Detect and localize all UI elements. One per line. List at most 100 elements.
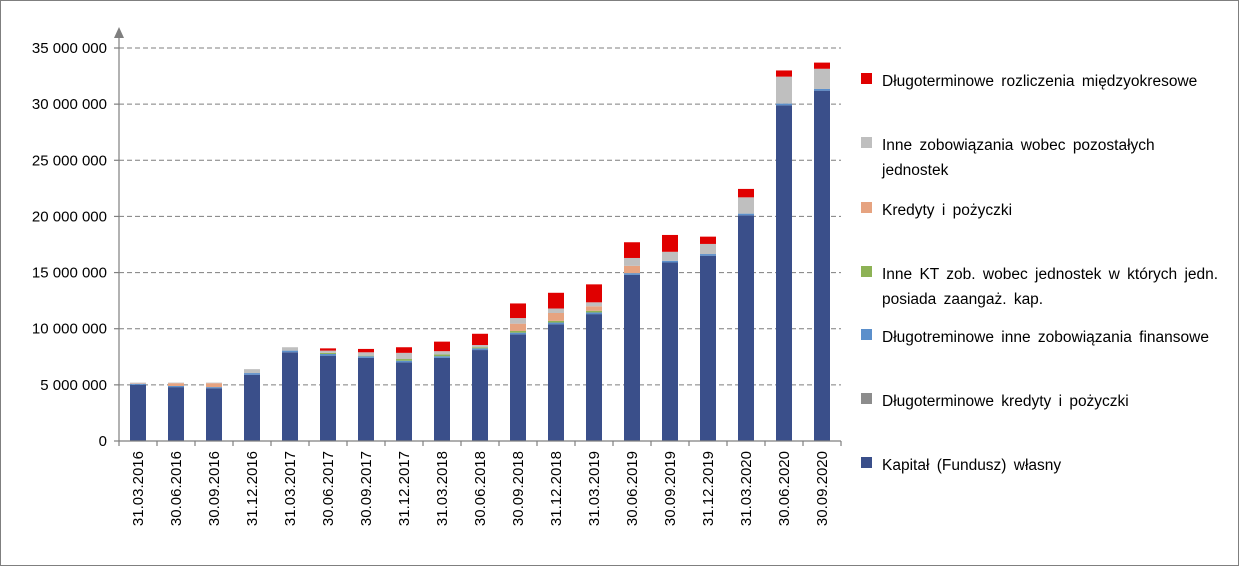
bar-segment [320, 352, 336, 354]
bar-segment [586, 312, 602, 315]
bar-segment [624, 265, 640, 274]
bar-segment [168, 387, 184, 441]
x-tick-label: 31.12.2017 [396, 451, 413, 526]
bar-segment [510, 332, 526, 335]
bar-segment [358, 352, 374, 356]
bar-segment [624, 257, 640, 266]
bar-segment [662, 234, 678, 252]
y-tick-label: 10 000 000 [32, 321, 107, 338]
bar-segment [168, 382, 184, 384]
bar-segment [586, 284, 602, 303]
bar-segment [472, 350, 488, 441]
bar-segment [472, 333, 488, 345]
bar-segment [700, 254, 716, 256]
bar-segment [586, 306, 602, 311]
y-tick-label: 25 000 000 [32, 152, 107, 169]
x-tick-label: 31.12.2019 [700, 451, 717, 526]
x-tick-label: 30.06.2018 [472, 451, 489, 526]
x-tick-label: 30.06.2019 [624, 451, 641, 526]
bar-segment [814, 88, 830, 91]
x-tick-label: 31.12.2016 [244, 451, 261, 526]
x-tick-label: 30.06.2016 [168, 451, 185, 526]
bar-segment [776, 76, 792, 104]
bar-segment [396, 360, 412, 363]
bar-segment [396, 359, 412, 361]
x-tick-label: 31.03.2016 [130, 451, 147, 526]
bar-segment [130, 383, 146, 384]
x-tick-label: 31.03.2019 [586, 451, 603, 526]
bar-segment [282, 347, 298, 351]
legend-label: Inne zobowiązania wobec pozostałych jedn… [882, 137, 1155, 179]
bar-segment [548, 312, 564, 321]
bar-segment [206, 382, 222, 384]
legend-swatch [861, 73, 872, 84]
bar-segment [814, 90, 830, 441]
bar-segment [358, 348, 374, 353]
bar-segment [358, 356, 374, 358]
bar-segment [434, 341, 450, 352]
x-tick-label: 30.09.2017 [358, 451, 375, 526]
bar-segment [434, 357, 450, 441]
bar-segment [624, 273, 640, 275]
bar-segment [700, 243, 716, 255]
legend-item-dlugoterminowe-kredyty: Długoterminowe kredyty i pożyczki [861, 389, 1221, 414]
legend-label: Długoterminowe kredyty i pożyczki [882, 393, 1129, 410]
legend-item-rozliczenia: Długoterminowe rozliczenia międzyokresow… [861, 69, 1221, 94]
bar-segment [434, 354, 450, 357]
x-tick-label: 30.09.2019 [662, 451, 679, 526]
bar-segment [662, 260, 678, 263]
legend-label: Kredyty i pożyczki [882, 202, 1013, 219]
bar-segment [624, 274, 640, 441]
bar-segment [776, 105, 792, 441]
legend-item-inne-finansowe: Długotreminowe inne zobowiązania finanso… [861, 325, 1221, 350]
x-tick-label: 31.12.2018 [548, 451, 565, 526]
bar-segment [586, 314, 602, 441]
bar-segment [472, 344, 488, 348]
bar-segment [244, 369, 260, 374]
bar-segment [320, 353, 336, 356]
legend-item-inne-kt: Inne KT zob. wobec jednostek w których j… [861, 262, 1221, 312]
bar-segment [206, 387, 222, 389]
bar-segment [282, 352, 298, 441]
bar-segment [244, 373, 260, 375]
bar-segment [282, 350, 298, 353]
legend-item-inne-zobowiazania: Inne zobowiązania wobec pozostałych jedn… [861, 133, 1221, 183]
legend-label: Inne KT zob. wobec jednostek w których j… [882, 266, 1219, 308]
bar-segment [548, 324, 564, 441]
bar-segment [776, 70, 792, 77]
bar-segment [206, 383, 222, 388]
legend-item-kredyty: Kredyty i pożyczki [861, 198, 1221, 223]
bar-segment [510, 323, 526, 331]
bar-segment [814, 68, 830, 89]
bar-segment [548, 308, 564, 313]
x-tick-label: 30.06.2020 [776, 451, 793, 526]
legend-swatch [861, 266, 872, 277]
bar-segment [510, 334, 526, 441]
bar-segment [396, 352, 412, 360]
bar-segment [396, 347, 412, 353]
x-tick-label: 31.03.2018 [434, 451, 451, 526]
bar-segment [510, 318, 526, 324]
legend-swatch [861, 457, 872, 468]
x-tick-label: 31.03.2020 [738, 451, 755, 526]
chart-legend: Długoterminowe rozliczenia międzyokresow… [861, 1, 1231, 567]
x-tick-label: 31.03.2017 [282, 451, 299, 526]
legend-label: Długotreminowe inne zobowiązania finanso… [882, 329, 1209, 346]
bar-segment [206, 388, 222, 441]
y-tick-label: 20 000 000 [32, 208, 107, 225]
bar-segment [130, 382, 146, 384]
bar-segment [396, 362, 412, 441]
bar-segment [814, 62, 830, 69]
bar-segment [624, 242, 640, 258]
x-tick-label: 30.09.2020 [814, 451, 831, 526]
y-axis-arrow-icon [114, 27, 124, 38]
y-tick-label: 0 [99, 433, 107, 450]
legend-swatch [861, 137, 872, 148]
legend-swatch [861, 202, 872, 213]
bar-segment [586, 302, 602, 307]
bar-segment [662, 251, 678, 261]
y-tick-label: 15 000 000 [32, 265, 107, 282]
bar-segment [434, 351, 450, 355]
